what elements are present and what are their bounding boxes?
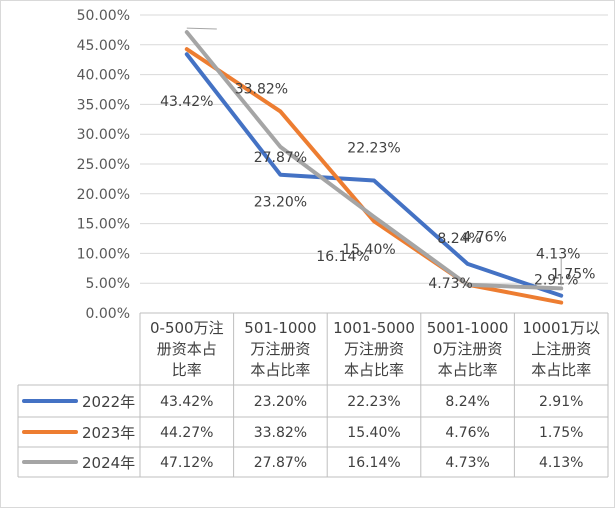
table-cell: 33.82% [254,425,307,441]
data-label: 4.73% [428,276,472,292]
category-label: 0-500万注册资本占比率 [150,319,224,379]
series-lines [184,30,564,305]
table-cell: 2.91% [539,394,583,410]
table-cell: 15.40% [347,425,400,441]
table-cell: 43.42% [160,394,213,410]
y-tick-label: 30.00% [77,127,130,143]
data-label: 4.13% [536,246,580,262]
data-labels: 43.42%23.20%22.23%8.24%2.91%44.27%33.82%… [160,0,595,292]
y-tick-label: 5.00% [86,276,130,292]
category-label: 501-1000 万注册资本占比率 [244,319,316,379]
data-label: 43.42% [160,94,213,110]
y-tick-label: 50.00% [77,8,130,24]
y-tick-label: 45.00% [77,38,130,54]
data-label: 23.20% [254,195,307,211]
y-tick-label: 25.00% [77,157,130,173]
data-label: 4.76% [462,230,506,246]
table-cell: 22.23% [347,394,400,410]
table-cell: 1.75% [539,425,583,441]
table-cell: 23.20% [254,394,307,410]
data-label: 2.91% [534,273,578,289]
data-table: 0-500万注册资本占比率 501-1000 万注册资本占比率 1001-5000 万注… [17,312,609,478]
series-line [184,30,564,291]
table-cell: 8.24% [445,394,489,410]
series-line [184,52,564,298]
category-label: 5001-1000 0万注册资本占比率 [427,319,509,379]
data-label: 33.82% [235,81,288,97]
y-tick-label: 35.00% [77,97,130,113]
y-tick-label: 20.00% [77,187,130,203]
table-cell: 16.14% [347,455,400,471]
legend-series-name: 2024年 [82,454,135,472]
table-cell: 47.12% [160,455,213,471]
category-label: 1001-5000 万注册资本占比率 [333,319,415,379]
y-tick-label: 15.00% [77,217,130,233]
y-tick-label: 0.00% [86,306,130,322]
table-cell: 4.13% [539,455,583,471]
gridlines [140,14,608,284]
y-tick-label: 10.00% [77,246,130,262]
legend-series-name: 2023年 [82,424,135,442]
table-cell: 27.87% [254,455,307,471]
y-axis: 0.00% 5.00% 10.00% 15.00% 20.00% 25.00% 30.00%… [77,8,130,322]
table-cell: 44.27% [160,425,213,441]
data-label: 15.40% [342,242,395,258]
table-cell: 4.73% [445,455,489,471]
data-label: 8.24% [437,231,481,247]
legend-series-name: 2022年 [82,393,135,411]
data-label: 1.75% [551,267,595,283]
data-label: 16.14% [316,249,369,265]
series-line [184,47,564,305]
table-cell: 4.76% [445,425,489,441]
label-leader-line [186,27,217,30]
data-label: 22.23% [347,141,400,157]
data-label: 27.87% [254,150,307,166]
y-tick-label: 40.00% [77,68,130,84]
category-label: 10001万以上注册资本占比率 [522,319,600,379]
